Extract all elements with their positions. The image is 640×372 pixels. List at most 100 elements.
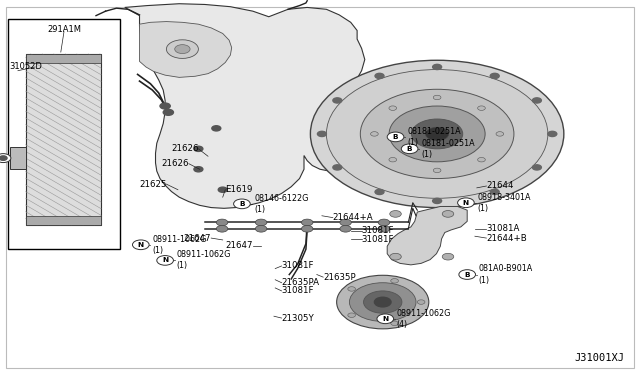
Circle shape <box>387 132 404 142</box>
Polygon shape <box>140 22 232 77</box>
Circle shape <box>548 131 557 137</box>
Circle shape <box>360 89 514 179</box>
Text: N: N <box>162 257 168 263</box>
Bar <box>26 54 101 63</box>
Circle shape <box>0 156 7 160</box>
Circle shape <box>349 283 416 321</box>
Circle shape <box>212 126 221 131</box>
Circle shape <box>378 219 390 226</box>
Circle shape <box>234 199 250 209</box>
Text: J31001XJ: J31001XJ <box>574 353 624 363</box>
Text: 31052D: 31052D <box>10 62 42 71</box>
Circle shape <box>401 144 418 154</box>
Circle shape <box>166 40 198 58</box>
Circle shape <box>216 219 228 226</box>
Text: 31081F: 31081F <box>362 235 394 244</box>
Text: 08181-0251A
(1): 08181-0251A (1) <box>407 127 461 147</box>
Circle shape <box>333 98 342 103</box>
Text: 31081F: 31081F <box>282 286 314 295</box>
Circle shape <box>433 198 442 203</box>
Circle shape <box>255 219 267 226</box>
Text: 08146-6122G
(1): 08146-6122G (1) <box>254 194 308 214</box>
Circle shape <box>371 132 378 136</box>
Text: B: B <box>407 146 412 152</box>
Circle shape <box>389 106 397 110</box>
Circle shape <box>477 157 485 162</box>
Circle shape <box>317 131 326 137</box>
Text: 08911-1062G
(1): 08911-1062G (1) <box>152 235 207 255</box>
Text: 08911-1062G
(4): 08911-1062G (4) <box>397 309 451 329</box>
Circle shape <box>194 167 203 172</box>
Circle shape <box>377 314 394 324</box>
Circle shape <box>333 165 342 170</box>
Circle shape <box>348 313 355 317</box>
Circle shape <box>0 154 11 163</box>
Circle shape <box>255 225 267 232</box>
Circle shape <box>532 165 541 170</box>
Circle shape <box>340 225 351 232</box>
Circle shape <box>301 225 313 232</box>
Polygon shape <box>125 4 374 208</box>
Text: N: N <box>463 200 469 206</box>
Circle shape <box>532 98 541 103</box>
Circle shape <box>442 253 454 260</box>
Text: 21647: 21647 <box>225 241 253 250</box>
Polygon shape <box>387 206 467 265</box>
Text: N: N <box>138 242 144 248</box>
Circle shape <box>310 60 564 208</box>
Circle shape <box>389 106 485 162</box>
Text: 08911-1062G
(1): 08911-1062G (1) <box>177 250 231 270</box>
Circle shape <box>194 146 203 151</box>
Circle shape <box>433 168 441 173</box>
Text: B: B <box>239 201 244 207</box>
Circle shape <box>391 279 399 283</box>
Circle shape <box>337 275 429 329</box>
Circle shape <box>340 219 351 226</box>
Bar <box>8 19 120 249</box>
Bar <box>10 147 26 169</box>
Text: 21644: 21644 <box>486 182 514 190</box>
Circle shape <box>459 270 476 279</box>
Circle shape <box>490 73 499 78</box>
Circle shape <box>326 70 548 198</box>
Text: 31081F: 31081F <box>282 262 314 270</box>
Text: 31081A: 31081A <box>486 224 520 233</box>
Circle shape <box>163 109 173 115</box>
Circle shape <box>433 95 441 100</box>
Text: B: B <box>393 134 398 140</box>
Circle shape <box>426 127 449 141</box>
Circle shape <box>175 45 190 54</box>
Circle shape <box>375 189 384 195</box>
Bar <box>26 54 101 225</box>
Circle shape <box>378 225 390 232</box>
Text: 21644+A: 21644+A <box>333 213 373 222</box>
Circle shape <box>458 198 474 208</box>
Circle shape <box>374 297 391 307</box>
Text: 21625: 21625 <box>139 180 166 189</box>
Circle shape <box>433 64 442 70</box>
Text: 21647: 21647 <box>184 234 211 243</box>
Circle shape <box>389 157 397 162</box>
Circle shape <box>216 225 228 232</box>
Circle shape <box>417 300 425 304</box>
Text: 291A1M: 291A1M <box>47 25 81 34</box>
Text: 081A0-B901A
(1): 081A0-B901A (1) <box>479 264 533 285</box>
Circle shape <box>157 256 173 265</box>
Circle shape <box>375 73 384 78</box>
Circle shape <box>496 132 504 136</box>
Text: 21626: 21626 <box>171 144 198 153</box>
Bar <box>26 216 101 225</box>
Circle shape <box>477 106 485 110</box>
Text: 21626: 21626 <box>161 159 189 168</box>
Circle shape <box>412 119 463 149</box>
Text: 31081F: 31081F <box>362 226 394 235</box>
Text: B: B <box>465 272 470 278</box>
Circle shape <box>364 291 402 313</box>
Circle shape <box>442 211 454 217</box>
Circle shape <box>391 321 399 326</box>
Circle shape <box>390 253 401 260</box>
Circle shape <box>218 187 227 192</box>
Text: E1619: E1619 <box>225 185 253 194</box>
Text: 21644+B: 21644+B <box>486 234 527 243</box>
Text: 08181-0251A
(1): 08181-0251A (1) <box>421 139 475 159</box>
